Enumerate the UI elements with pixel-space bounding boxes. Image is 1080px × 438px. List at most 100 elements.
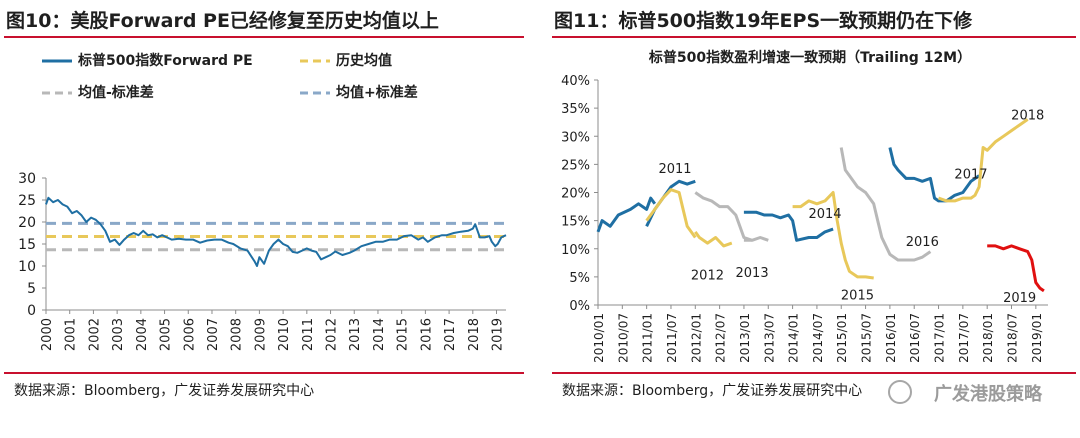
forward-pe-line — [45, 196, 507, 267]
x-tick-label: 2015/07 — [860, 313, 874, 363]
legend-mean-plus-sd: 均值+标准差 — [300, 82, 418, 102]
legend-mean-label: 历史均值 — [336, 53, 392, 69]
series-line-2010 — [596, 196, 657, 233]
right-chart: 标普500指数盈利增速一致预期（Trailing 12M） 0% 5% 10% 15% 2… — [561, 49, 1048, 363]
x-tick-label: 2001 — [64, 318, 79, 351]
legend-forward-pe-swatch — [42, 59, 72, 63]
x-tick-label: 2018/07 — [1006, 313, 1020, 363]
series-line-2017 — [938, 118, 1029, 203]
x-tick-label: 2005 — [159, 318, 174, 351]
x-tick-label: 2007 — [206, 318, 221, 351]
right-source-rule — [552, 372, 1076, 374]
series-line-2012 — [694, 231, 733, 248]
y-tick-label: 15 — [18, 237, 36, 253]
series-line-2012 — [694, 191, 753, 242]
x-tick-label: 2018/01 — [981, 313, 995, 363]
y-tick-label: 0 — [27, 303, 36, 319]
x-tick-label: 2015/01 — [835, 313, 849, 363]
y-tick-label: 5 — [27, 281, 36, 297]
x-tick-label: 2002 — [87, 318, 102, 351]
x-tick-label: 2013/01 — [738, 313, 752, 363]
x-tick-label: 2015 — [396, 318, 411, 351]
year-annotation: 2019 — [1003, 291, 1036, 306]
x-tick-label: 2019/01 — [1030, 313, 1044, 363]
y-tick-label: 10 — [18, 259, 36, 275]
x-tick-label: 2012/01 — [689, 313, 703, 363]
x-tick-label: 2016/01 — [884, 313, 898, 363]
year-annotation: 2012 — [691, 269, 724, 284]
left-source: 数据来源：Bloomberg，广发证券发展研究中心 — [14, 383, 315, 399]
x-tick-label: 2014/07 — [811, 313, 825, 363]
x-tick-label: 2017/01 — [933, 313, 947, 363]
x-tick-label: 2010/01 — [592, 313, 606, 363]
y-tick-label: 30% — [561, 130, 590, 145]
year-annotation: 2011 — [658, 162, 691, 177]
year-annotation: 2014 — [808, 207, 841, 222]
right-panel: 图11：标普500指数19年EPS一致预期仍在下修 标普500指数盈利增速一致预… — [548, 0, 1080, 438]
x-tick-label: 2010 — [277, 318, 292, 351]
right-source: 数据来源：Bloomberg，广发证券发展研究中心 — [562, 383, 863, 399]
watermark: 广发港股策略 — [934, 384, 1042, 405]
x-tick-label: 2010/07 — [616, 313, 630, 363]
x-tick-label: 2014 — [372, 318, 387, 351]
legend-mean-minus-sd-label: 均值-标准差 — [78, 85, 154, 101]
legend-mean-plus-sd-label: 均值+标准差 — [336, 85, 418, 101]
x-tick-label: 2014/01 — [787, 313, 801, 363]
x-tick-label: 2012/07 — [714, 313, 728, 363]
year-annotation: 2018 — [1011, 108, 1044, 123]
legend-mean-minus-sd-swatch — [42, 91, 72, 95]
chart-subtitle: 标普500指数盈利增速一致预期（Trailing 12M） — [648, 49, 971, 66]
y-tick-label: 25% — [561, 158, 590, 173]
series-line-2014 — [792, 191, 874, 280]
year-annotation: 2016 — [906, 235, 939, 250]
x-tick-label: 2009 — [253, 318, 268, 351]
y-tick-label: 20 — [18, 215, 36, 231]
x-tick-label: 2016/07 — [908, 313, 922, 363]
series-line-2013 — [743, 210, 834, 242]
x-tick-label: 2008 — [230, 318, 245, 351]
right-title-rule — [552, 36, 1076, 38]
series-line-2019 — [987, 244, 1045, 293]
wechat-icon — [888, 380, 912, 404]
x-tick-label: 2011 — [301, 318, 316, 351]
y-tick-label: 35% — [561, 102, 590, 117]
x-tick-label: 2006 — [182, 318, 197, 351]
legend-forward-pe: 标普500指数Forward PE — [42, 50, 253, 70]
x-tick-label: 2004 — [135, 318, 150, 351]
y-tick-label: 10% — [561, 243, 590, 258]
x-tick-label: 2013 — [348, 318, 363, 351]
year-annotation: 2017 — [954, 167, 987, 182]
x-tick-label: 2013/07 — [762, 313, 776, 363]
series-line-2013 — [743, 236, 769, 242]
y-tick-label: 20% — [561, 187, 590, 202]
x-tick-label: 2018 — [467, 318, 482, 351]
x-tick-label: 2011/07 — [665, 313, 679, 363]
series-line-2016 — [888, 147, 980, 203]
legend-mean-plus-sd-swatch — [300, 91, 330, 95]
left-source-rule — [4, 372, 524, 374]
x-tick-label: 2017 — [443, 318, 458, 351]
legend-mean-swatch — [300, 59, 330, 63]
x-tick-label: 2017/07 — [957, 313, 971, 363]
x-tick-label: 2003 — [111, 318, 126, 351]
y-tick-label: 40% — [561, 74, 590, 89]
right-figure-title: 图11：标普500指数19年EPS一致预期仍在下修 — [554, 10, 973, 32]
series-line-2015 — [839, 147, 932, 262]
legend-forward-pe-label: 标普500指数Forward PE — [78, 53, 253, 69]
y-tick-label: 0% — [569, 299, 590, 314]
y-tick-label: 5% — [569, 271, 590, 286]
left-figure-title: 图10：美股Forward PE已经修复至历史均值以上 — [6, 10, 439, 32]
legend-mean: 历史均值 — [300, 50, 392, 70]
left-chart: 0 5 10 15 20 25 30 2000 2001 2002 2003 2004 2005 2006… — [18, 171, 507, 351]
year-annotation: 2013 — [736, 266, 769, 281]
left-title-rule — [4, 36, 524, 38]
series-line-2011 — [645, 188, 697, 239]
y-tick-label: 15% — [561, 215, 590, 230]
y-tick-label: 30 — [18, 171, 36, 187]
year-annotation: 2015 — [841, 288, 874, 303]
left-panel: 图10：美股Forward PE已经修复至历史均值以上 标普500指数Forwa… — [0, 0, 528, 438]
y-tick-label: 25 — [18, 193, 36, 209]
legend-mean-minus-sd: 均值-标准差 — [42, 82, 154, 102]
x-tick-label: 2000 — [40, 318, 55, 351]
x-tick-label: 2011/01 — [641, 313, 655, 363]
